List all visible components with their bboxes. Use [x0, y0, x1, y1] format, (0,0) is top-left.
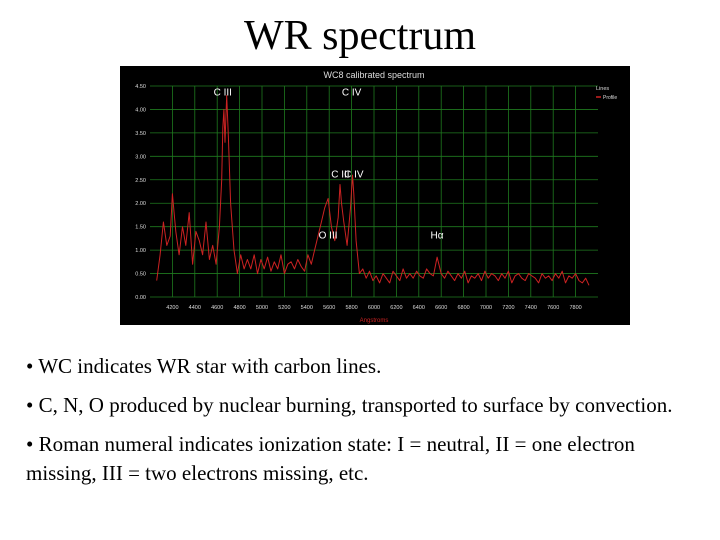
- legend-title: Lines: [596, 86, 609, 92]
- x-tick-label: 7600: [547, 305, 559, 311]
- line-annotation: C III: [214, 87, 232, 98]
- y-tick-label: 4.50: [135, 84, 146, 90]
- line-annotation: C III: [331, 169, 349, 180]
- line-annotation: O III: [319, 230, 338, 241]
- x-tick-label: 6000: [368, 305, 380, 311]
- y-tick-label: 1.00: [135, 248, 146, 254]
- chart-title: WC8 calibrated spectrum: [323, 70, 424, 80]
- bullet-ionization-state: • Roman numeral indicates ionization sta…: [26, 432, 635, 485]
- bullet-wc-definition: • WC indicates WR star with carbon lines…: [26, 354, 382, 378]
- x-tick-label: 5000: [256, 305, 268, 311]
- x-tick-label: 4200: [166, 305, 178, 311]
- line-annotation: C IV: [344, 169, 364, 180]
- y-tick-label: 1.50: [135, 225, 146, 231]
- x-axis-label: Angstroms: [360, 318, 389, 324]
- x-tick-label: 7000: [480, 305, 492, 311]
- legend-entry: Profile: [603, 95, 617, 101]
- x-tick-label: 7200: [502, 305, 514, 311]
- x-tick-label: 6800: [457, 305, 469, 311]
- x-tick-label: 6600: [435, 305, 447, 311]
- y-tick-label: 0.50: [135, 272, 146, 278]
- x-tick-label: 4600: [211, 305, 223, 311]
- x-tick-label: 5200: [278, 305, 290, 311]
- spectrum-figure: WC8 calibrated spectrum 0.00 0.50 1.00 1.50 2…: [120, 66, 630, 325]
- y-tick-label: 3.00: [135, 154, 146, 160]
- x-tick-label: 7800: [569, 305, 581, 311]
- y-tick-label: 2.00: [135, 201, 146, 207]
- x-tick-label: 5600: [323, 305, 335, 311]
- x-tick-label: 5800: [345, 305, 357, 311]
- y-tick-label: 2.50: [135, 178, 146, 184]
- bullet-list: • WC indicates WR star with carbon lines…: [26, 352, 686, 498]
- slide-title: WR spectrum: [243, 13, 477, 59]
- series-line-profile: [156, 94, 590, 286]
- y-tick-label: 0.00: [135, 295, 146, 301]
- x-tick-label: 6400: [413, 305, 425, 311]
- x-tick-label: 4400: [189, 305, 201, 311]
- line-annotation: Hα: [431, 230, 444, 241]
- x-tick-label: 5400: [301, 305, 313, 311]
- bullet-nuclear-burning: • C, N, O produced by nuclear burning, t…: [26, 393, 673, 417]
- spectrum-chart: WC8 calibrated spectrum 0.00 0.50 1.00 1.50 2…: [135, 70, 617, 324]
- line-annotation: C IV: [342, 87, 362, 98]
- x-tick-label: 6200: [390, 305, 402, 311]
- x-tick-label: 4800: [233, 305, 245, 311]
- y-tick-label: 3.50: [135, 131, 146, 137]
- y-tick-label: 4.00: [135, 107, 146, 113]
- x-tick-label: 7400: [525, 305, 537, 311]
